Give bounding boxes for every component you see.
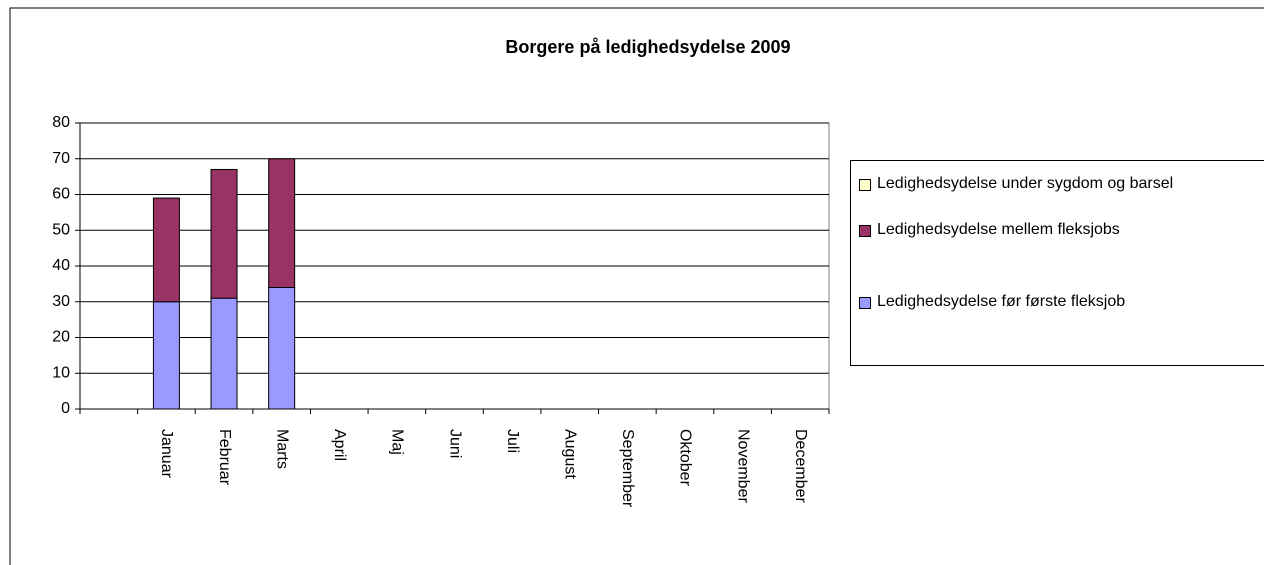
- x-tick-label: Maj: [389, 429, 406, 455]
- chart-title: Borgere på ledighedsydelse 2009: [505, 37, 790, 57]
- bar-segment: [210, 168, 238, 299]
- y-tick-label: 40: [52, 257, 70, 274]
- y-tick-label: 50: [52, 221, 70, 238]
- x-tick-label: Juli: [504, 429, 521, 453]
- legend-item: Ledighedsydelse under sygdom og barsel: [859, 173, 1264, 195]
- x-tick-label: Marts: [273, 429, 290, 469]
- legend-item: Ledighedsydelse mellem fleksjobs: [859, 219, 1264, 241]
- y-tick-label: 70: [52, 150, 70, 167]
- legend-label: Ledighedsydelse før første fleksjob: [877, 293, 1126, 310]
- y-tick-label: 20: [52, 329, 70, 346]
- legend-swatch: [859, 225, 871, 237]
- x-tick-label: Oktober: [677, 429, 694, 487]
- x-tick-label: November: [734, 429, 751, 503]
- y-tick-label: 60: [52, 186, 70, 203]
- x-tick-label: April: [331, 429, 348, 461]
- x-tick-label: December: [792, 429, 809, 503]
- legend-swatch: [859, 179, 871, 191]
- legend: Ledighedsydelse under sygdom og barsel Le…: [850, 160, 1264, 366]
- bar-segment: [268, 286, 296, 410]
- bar-segment: [152, 301, 180, 410]
- legend-label: Ledighedsydelse under sygdom og barsel: [877, 175, 1174, 192]
- x-tick-label: August: [561, 429, 578, 479]
- legend-item: Ledighedsydelse før første fleksjob: [859, 291, 1264, 313]
- bar-segment: [268, 158, 296, 288]
- legend-label: Ledighedsydelse mellem fleksjobs: [877, 221, 1120, 238]
- y-tick-label: 0: [61, 400, 70, 417]
- x-tick-label: Februar: [216, 429, 233, 486]
- bar-segment: [152, 197, 180, 303]
- y-tick-label: 80: [52, 114, 70, 131]
- bar-segment: [210, 297, 238, 410]
- legend-swatch: [859, 297, 871, 309]
- x-tick-label: September: [619, 429, 636, 508]
- y-tick-label: 10: [52, 364, 70, 381]
- y-tick-label: 30: [52, 293, 70, 310]
- x-tick-label: Januar: [158, 429, 175, 479]
- x-tick-label: Juni: [446, 429, 463, 458]
